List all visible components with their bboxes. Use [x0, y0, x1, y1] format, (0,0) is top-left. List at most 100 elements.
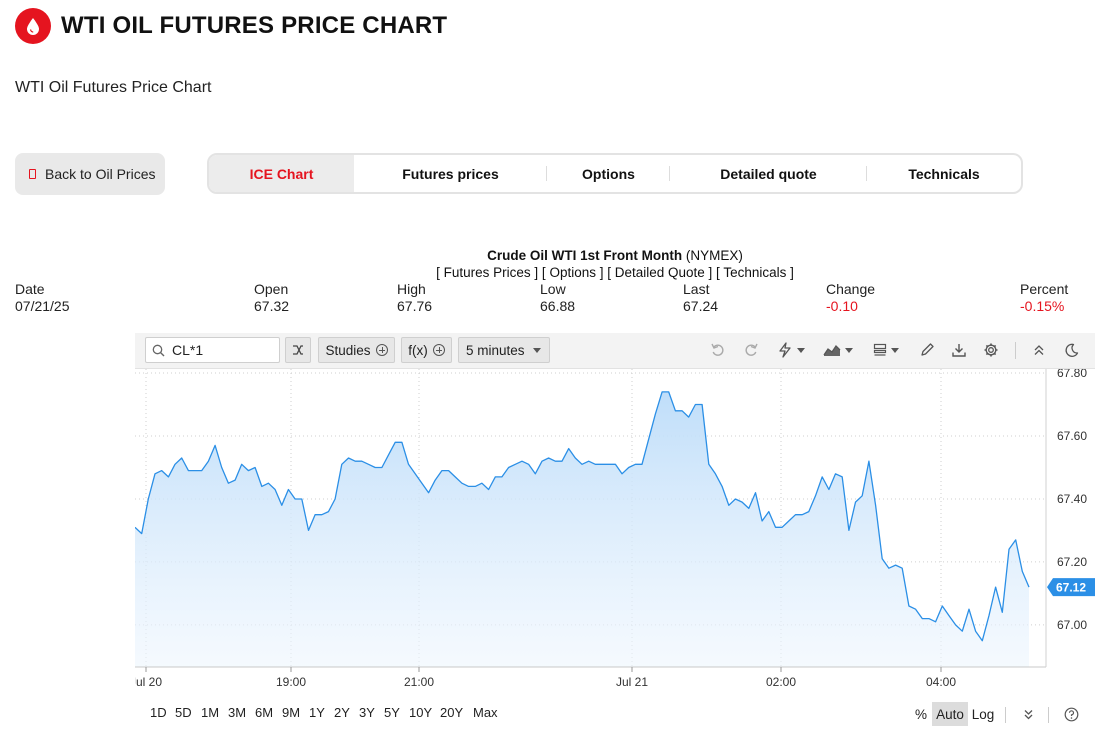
- symbol-value: CL*1: [172, 342, 204, 358]
- tab-divider: [866, 166, 867, 181]
- back-button-label: Back to Oil Prices: [45, 166, 156, 182]
- last-price-marker: 67.12: [1047, 578, 1095, 597]
- collapse-button[interactable]: [1029, 340, 1049, 360]
- tab-technicals[interactable]: Technicals: [867, 155, 1021, 192]
- events-menu-button[interactable]: [775, 340, 807, 360]
- range-1m[interactable]: 1M: [201, 705, 220, 720]
- range-3m[interactable]: 3M: [228, 705, 247, 720]
- chart-toolbar: CL*1 Studies f(x) 5 minutes: [135, 333, 1095, 369]
- link-technicals[interactable]: Technicals: [723, 265, 787, 280]
- lightning-icon: [779, 342, 791, 358]
- layout-icon: [873, 343, 887, 356]
- last-price-badge: [1047, 578, 1095, 597]
- help-icon: [1064, 707, 1078, 721]
- tab-label: Detailed quote: [720, 165, 817, 182]
- y-tick-label: 67.60: [1057, 429, 1087, 443]
- tab-ice-chart[interactable]: ICE Chart: [209, 155, 354, 192]
- back-to-oil-prices-button[interactable]: Back to Oil Prices: [15, 153, 165, 195]
- range-bar: 1D 5D 1M 3M 6M 9M 1Y 2Y 3Y 5Y 10Y 20Y Ma…: [135, 700, 1095, 728]
- quote-last: Last 67.24: [683, 281, 718, 315]
- chart-style-icon: [823, 344, 841, 356]
- range-max[interactable]: Max: [473, 705, 498, 720]
- x-tick-label: 04:00: [926, 675, 956, 689]
- collapse-icon: [1034, 345, 1044, 355]
- help-button[interactable]: [1062, 702, 1080, 726]
- price-chart[interactable]: 67.80 67.60 67.40 67.20 67.00 Jul 20 19:00 21:…: [135, 369, 1095, 699]
- fx-label: f(x): [408, 342, 428, 358]
- y-axis-ticks: 67.80 67.60 67.40 67.20 67.00: [1057, 369, 1087, 632]
- redo-button[interactable]: [741, 340, 761, 360]
- instrument-name: Crude Oil WTI 1st Front Month: [487, 248, 683, 263]
- studies-button[interactable]: Studies: [318, 337, 395, 363]
- undo-icon: [711, 343, 724, 356]
- symbol-search-input[interactable]: CL*1: [145, 337, 280, 363]
- fx-button[interactable]: f(x): [401, 337, 452, 363]
- interval-select[interactable]: 5 minutes: [458, 337, 550, 363]
- page-header: WTI OIL FUTURES PRICE CHART: [15, 8, 447, 44]
- add-circle-icon: [432, 344, 445, 356]
- x-tick-label: Jul 21: [616, 675, 648, 689]
- theme-toggle-button[interactable]: [1061, 340, 1081, 360]
- range-10y[interactable]: 10Y: [409, 705, 433, 720]
- tab-divider: [669, 166, 670, 181]
- gear-icon: [984, 343, 998, 357]
- settings-button[interactable]: [981, 340, 1001, 360]
- range-5d[interactable]: 5D: [175, 705, 192, 720]
- interval-label: 5 minutes: [466, 342, 525, 358]
- quote-low: Low 66.88: [540, 281, 575, 315]
- instrument-heading: Crude Oil WTI 1st Front Month (NYMEX) [ …: [0, 247, 1102, 281]
- date-label: Date: [15, 281, 45, 297]
- layout-button[interactable]: [870, 340, 902, 360]
- link-futures-prices[interactable]: Futures Prices: [443, 265, 531, 280]
- toolbar-divider: [1015, 342, 1016, 359]
- range-5y[interactable]: 5Y: [384, 705, 400, 720]
- range-divider: [1005, 707, 1006, 723]
- tab-detailed-quote[interactable]: Detailed quote: [670, 155, 867, 192]
- y-tick-label: 67.00: [1057, 618, 1087, 632]
- y-tick-label: 67.20: [1057, 555, 1087, 569]
- tab-divider: [546, 166, 547, 181]
- undo-button[interactable]: [708, 340, 728, 360]
- open-label: Open: [254, 281, 289, 297]
- x-tick-label: 19:00: [276, 675, 306, 689]
- range-1y[interactable]: 1Y: [309, 705, 325, 720]
- scale-auto-button[interactable]: Auto: [932, 702, 968, 726]
- download-icon: [952, 344, 966, 357]
- last-price-label: 67.12: [1056, 581, 1086, 595]
- compare-button[interactable]: [285, 337, 311, 363]
- high-label: High: [397, 281, 426, 297]
- quote-date: Date 07/21/25: [15, 281, 70, 315]
- instrument-links: [ Futures Prices ] [ Options ] [ Detaile…: [436, 265, 794, 280]
- range-9m[interactable]: 9M: [282, 705, 301, 720]
- range-1d[interactable]: 1D: [150, 705, 167, 720]
- x-tick-label: 21:00: [404, 675, 434, 689]
- compare-icon: [293, 345, 303, 355]
- expand-down-button[interactable]: [1019, 702, 1037, 726]
- open-value: 67.32: [254, 298, 290, 314]
- range-20y[interactable]: 20Y: [440, 705, 464, 720]
- scale-log-button[interactable]: Log: [971, 706, 995, 722]
- range-6m[interactable]: 6M: [255, 705, 274, 720]
- chart-tabs: ICE Chart Futures prices Options Detaile…: [207, 153, 1023, 194]
- chevron-down-icon: [891, 347, 899, 353]
- scale-percent-button[interactable]: %: [914, 706, 927, 722]
- link-detailed-quote[interactable]: Detailed Quote: [614, 265, 705, 280]
- draw-button[interactable]: [917, 340, 937, 360]
- add-circle-icon: [375, 344, 388, 356]
- studies-label: Studies: [325, 342, 371, 358]
- range-2y[interactable]: 2Y: [334, 705, 350, 720]
- link-options[interactable]: Options: [549, 265, 596, 280]
- back-icon: [29, 169, 36, 179]
- page-subtitle: WTI Oil Futures Price Chart: [15, 79, 212, 96]
- price-area-fill: [135, 391, 1029, 667]
- tab-options[interactable]: Options: [547, 155, 670, 192]
- download-button[interactable]: [949, 340, 969, 360]
- chart-style-button[interactable]: [821, 340, 855, 360]
- range-divider: [1048, 707, 1049, 723]
- tab-futures-prices[interactable]: Futures prices: [354, 155, 547, 192]
- percent-value: -0.15%: [1020, 298, 1065, 314]
- quote-change: Change -0.10: [826, 281, 875, 315]
- x-axis-ticks: Jul 20 19:00 21:00 Jul 21 02:00 04:00: [135, 667, 956, 689]
- x-tick-label: 02:00: [766, 675, 796, 689]
- range-3y[interactable]: 3Y: [359, 705, 375, 720]
